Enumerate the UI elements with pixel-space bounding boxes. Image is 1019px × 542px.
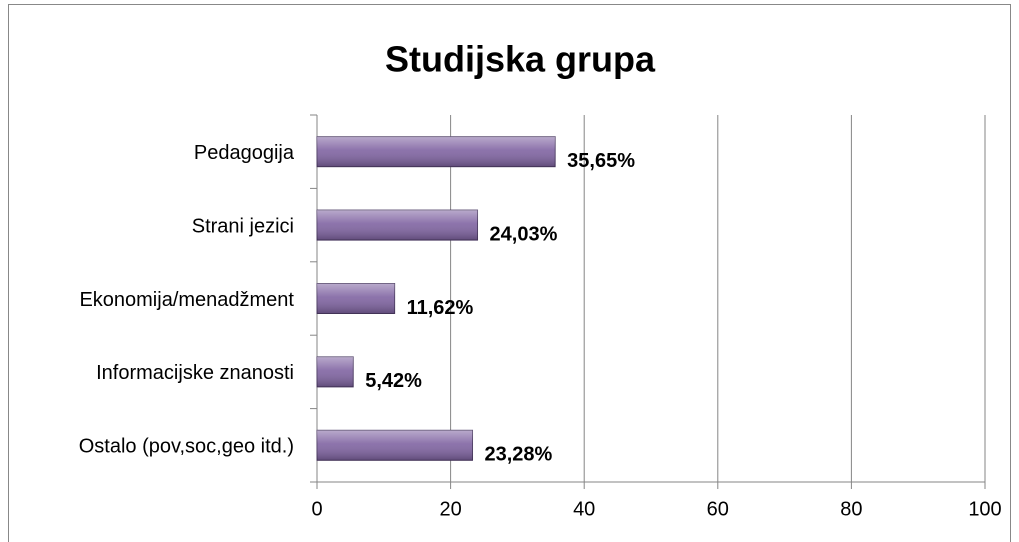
bar [316, 209, 479, 241]
x-tick-label: 20 [439, 498, 461, 520]
data-label: 24,03% [490, 223, 558, 245]
bar [316, 283, 396, 314]
y-tick-label: Ostalo (pov,soc,geo itd.) [79, 436, 294, 458]
data-label: 35,65% [567, 150, 635, 172]
data-label: 5,42% [365, 370, 422, 392]
x-tick-label: 0 [311, 498, 322, 520]
y-tick-label: Ekonomija/menadžment [79, 289, 294, 311]
data-label: 23,28% [485, 444, 553, 466]
x-tick-label: 40 [573, 498, 595, 520]
y-tick-label: Pedagogija [194, 142, 295, 164]
x-tick-label: 60 [707, 498, 729, 520]
bar [316, 356, 354, 388]
bar [316, 429, 474, 461]
bar [316, 136, 556, 168]
y-tick-label: Informacijske znanosti [96, 362, 294, 384]
data-label: 11,62% [407, 297, 474, 319]
x-tick-label: 80 [840, 498, 862, 520]
chart-frame [8, 4, 1011, 542]
chart-title: Studijska grupa [385, 39, 656, 80]
y-tick-label: Strani jezici [192, 215, 294, 237]
x-tick-label: 100 [968, 498, 1001, 520]
